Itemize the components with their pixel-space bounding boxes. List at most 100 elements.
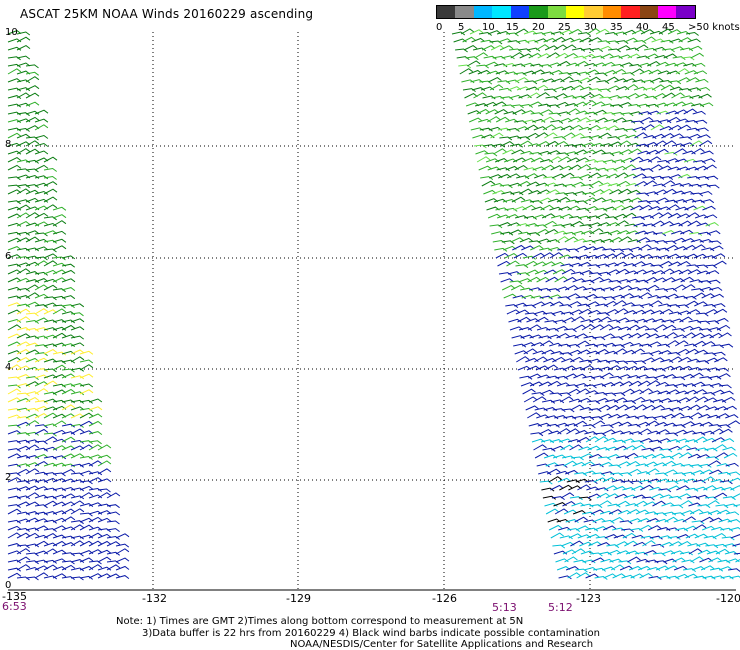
wind-barb	[619, 520, 633, 525]
wind-barb	[720, 343, 734, 348]
wind-barb	[79, 512, 93, 517]
wind-barb	[676, 485, 690, 491]
wind-barb	[478, 31, 492, 36]
wind-barb	[563, 276, 577, 283]
wind-barb	[79, 557, 94, 563]
wind-barb	[532, 396, 547, 403]
wind-barb	[43, 204, 58, 211]
wind-barb	[536, 92, 550, 99]
wind-barb	[646, 518, 660, 523]
wind-barb	[537, 53, 551, 59]
wind-barb	[7, 487, 22, 492]
wind-barb	[579, 224, 593, 229]
wind-barb	[520, 287, 534, 292]
wind-barb	[534, 224, 548, 229]
wind-barb	[671, 92, 685, 99]
legend-label-15: 15	[506, 22, 519, 33]
wind-barb	[675, 255, 689, 260]
wind-barb	[572, 324, 587, 331]
wind-barb	[614, 172, 629, 179]
wind-barb	[591, 101, 606, 107]
wind-barb	[526, 181, 541, 187]
wind-barb	[672, 557, 686, 563]
wind-barb	[43, 533, 58, 539]
wind-barb	[702, 575, 716, 580]
wind-barb	[655, 472, 668, 477]
wind-barb	[599, 143, 614, 148]
wind-barb	[667, 351, 681, 356]
wind-barb	[16, 199, 31, 204]
wind-barb	[596, 492, 611, 499]
wind-barb	[487, 30, 502, 35]
wind-barb	[97, 566, 112, 571]
wind-barb	[678, 88, 692, 92]
wind-barb	[520, 103, 533, 108]
wind-barb	[568, 28, 583, 35]
wind-barb	[698, 328, 712, 333]
wind-barb	[34, 352, 48, 357]
wind-barb	[70, 576, 84, 581]
wind-barb	[592, 287, 606, 292]
wind-barb	[462, 88, 476, 92]
wind-barb	[518, 327, 533, 331]
wind-barb	[565, 566, 580, 571]
wind-barb	[106, 535, 120, 540]
wind-barb	[34, 440, 48, 445]
wind-barb	[637, 332, 651, 339]
wind-barb	[624, 173, 638, 179]
wind-barb	[553, 136, 567, 140]
wind-barb	[682, 150, 696, 155]
wind-barb	[500, 96, 514, 101]
wind-barb	[594, 575, 608, 580]
wind-barb	[690, 192, 704, 197]
wind-barb	[70, 487, 85, 492]
wind-barb	[34, 461, 49, 467]
wind-barb	[583, 149, 597, 155]
wind-barb	[61, 319, 76, 324]
wind-barb	[562, 501, 576, 507]
wind-barb	[588, 88, 602, 93]
wind-barb	[587, 76, 601, 83]
wind-barb	[479, 80, 493, 85]
wind-barb	[584, 480, 598, 484]
wind-barb	[518, 140, 533, 147]
wind-barb	[615, 268, 630, 275]
wind-barb	[580, 365, 595, 371]
wind-barb	[608, 48, 621, 53]
wind-barb	[658, 350, 672, 355]
wind-barb	[602, 477, 617, 483]
wind-barb	[554, 463, 568, 468]
wind-barb	[642, 540, 656, 547]
wind-barb	[612, 252, 627, 259]
wind-barb	[605, 125, 620, 131]
wind-barb	[16, 532, 31, 539]
wind-barb	[476, 108, 490, 115]
wind-barb	[620, 293, 634, 299]
wind-barb	[711, 437, 726, 443]
wind-barb	[655, 288, 669, 292]
wind-barb	[43, 302, 58, 307]
wind-barb	[680, 95, 694, 100]
wind-barb	[678, 220, 692, 227]
wind-barb	[16, 341, 31, 347]
wind-barb	[508, 229, 523, 235]
wind-barb	[7, 127, 22, 132]
wind-barb	[672, 101, 687, 107]
wind-barb	[635, 279, 649, 284]
wind-barb	[488, 77, 502, 83]
wind-barb	[595, 303, 609, 308]
wind-barb	[523, 304, 537, 309]
wind-barb	[717, 424, 731, 429]
wind-barb	[618, 421, 633, 427]
note-line-1: Note: 1) Times are GMT 2)Times along bot…	[116, 616, 524, 627]
wind-barb	[693, 160, 706, 164]
wind-barb	[676, 118, 690, 123]
wind-barb	[512, 109, 526, 115]
wind-barb	[7, 176, 21, 181]
wind-barb	[70, 367, 84, 372]
wind-barb	[535, 132, 549, 139]
wind-barb	[16, 45, 31, 51]
wind-barb	[562, 44, 577, 51]
wind-barb	[685, 348, 699, 355]
wind-barb	[487, 213, 502, 219]
